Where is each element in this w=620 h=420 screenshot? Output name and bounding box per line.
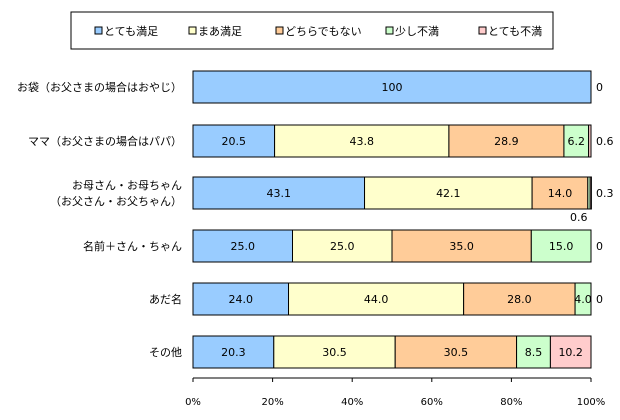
x-axis: 0% 20% 40% 60% 80% 100%	[185, 377, 606, 408]
data-label: 14.0	[548, 187, 573, 200]
data-label: 20.5	[222, 135, 247, 148]
legend-label: とても不満	[488, 25, 542, 38]
data-label: 25.0	[330, 240, 355, 253]
x-tick-label: 100%	[577, 397, 606, 408]
end-label: 0	[596, 240, 603, 253]
category-label: あだ名	[149, 292, 182, 306]
bar-segment	[192, 176, 366, 210]
data-label: 15.0	[549, 240, 574, 253]
legend-swatch	[188, 26, 197, 35]
data-label: 20.3	[221, 346, 246, 359]
bar-segment	[192, 282, 290, 316]
legend-swatch	[478, 26, 487, 35]
category-label: お袋（お父さまの場合はおやじ）	[17, 80, 182, 94]
category-label: 名前＋さん・ちゃん	[83, 239, 182, 253]
bar-segment	[192, 70, 592, 104]
data-label: 43.8	[350, 135, 375, 148]
x-tick-label: 40%	[341, 397, 363, 408]
bar-segment	[192, 124, 276, 158]
bar-segment	[364, 176, 533, 210]
x-tick-label: 60%	[421, 397, 443, 408]
legend-swatch	[275, 26, 284, 35]
bar-segment	[531, 176, 589, 210]
data-label: 43.1	[267, 187, 292, 200]
bar-segment	[589, 176, 592, 210]
x-tick-label: 0%	[185, 397, 201, 408]
data-label: 44.0	[364, 293, 389, 306]
data-label: 35.0	[449, 240, 474, 253]
end-label: 0.6	[596, 135, 614, 148]
x-tick-label: 20%	[261, 397, 283, 408]
data-label: 8.5	[525, 346, 543, 359]
legend-label: どちらでもない	[285, 25, 362, 38]
bar-segment	[391, 229, 532, 263]
bar-segment	[292, 229, 393, 263]
category-labels: お袋（お父さまの場合はおやじ） ママ（お父さまの場合はパパ） お母さん・お母ちゃん （…	[17, 80, 182, 359]
end-label: 0.6	[570, 211, 588, 224]
bar-segment	[192, 229, 293, 263]
legend-label: 少し不満	[395, 25, 439, 38]
end-label: 0	[596, 81, 603, 94]
data-label: 42.1	[436, 187, 461, 200]
category-label: その他	[149, 346, 182, 359]
legend-box	[70, 11, 554, 50]
data-label: 30.5	[444, 346, 469, 359]
data-label: 28.0	[507, 293, 532, 306]
bar-segment	[288, 282, 465, 316]
legend: とても満足 まあ満足 どちらでもない 少し不満 とても不満	[70, 11, 554, 50]
bar-segment	[530, 229, 592, 263]
data-label: 10.2	[558, 346, 583, 359]
category-label: ママ（お父さまの場合はパパ）	[28, 134, 182, 148]
legend-swatch	[94, 26, 103, 35]
bar-segment	[574, 282, 592, 316]
data-label: 6.2	[568, 135, 586, 148]
bar-segment	[549, 335, 592, 369]
bar-segment	[394, 335, 518, 369]
bar-segment	[588, 124, 592, 158]
end-label: 0	[596, 293, 603, 306]
category-label: お母さん・お母ちゃん	[72, 179, 182, 192]
data-label: 25.0	[231, 240, 256, 253]
data-label: 4.0	[574, 293, 592, 306]
data-label: 24.0	[229, 293, 254, 306]
data-label: 28.9	[494, 135, 519, 148]
x-tick-label: 80%	[500, 397, 522, 408]
legend-label: とても満足	[104, 25, 158, 38]
data-label: 100	[382, 81, 403, 94]
data-label: 30.5	[322, 346, 347, 359]
bar-segment	[563, 124, 590, 158]
legend-label: まあ満足	[198, 25, 242, 38]
bar-segment	[448, 124, 565, 158]
plot-area: 100 0 20.5 43.8 28.9 6.2 0.6 43.1 42.1 14.0 0.3 0.6…	[192, 70, 614, 369]
legend-swatch	[385, 26, 394, 35]
bar-segment	[273, 335, 396, 369]
end-label: 0.3	[596, 187, 614, 200]
category-label: （お父さん・お父ちゃん）	[50, 195, 182, 208]
bar-segment	[192, 335, 275, 369]
